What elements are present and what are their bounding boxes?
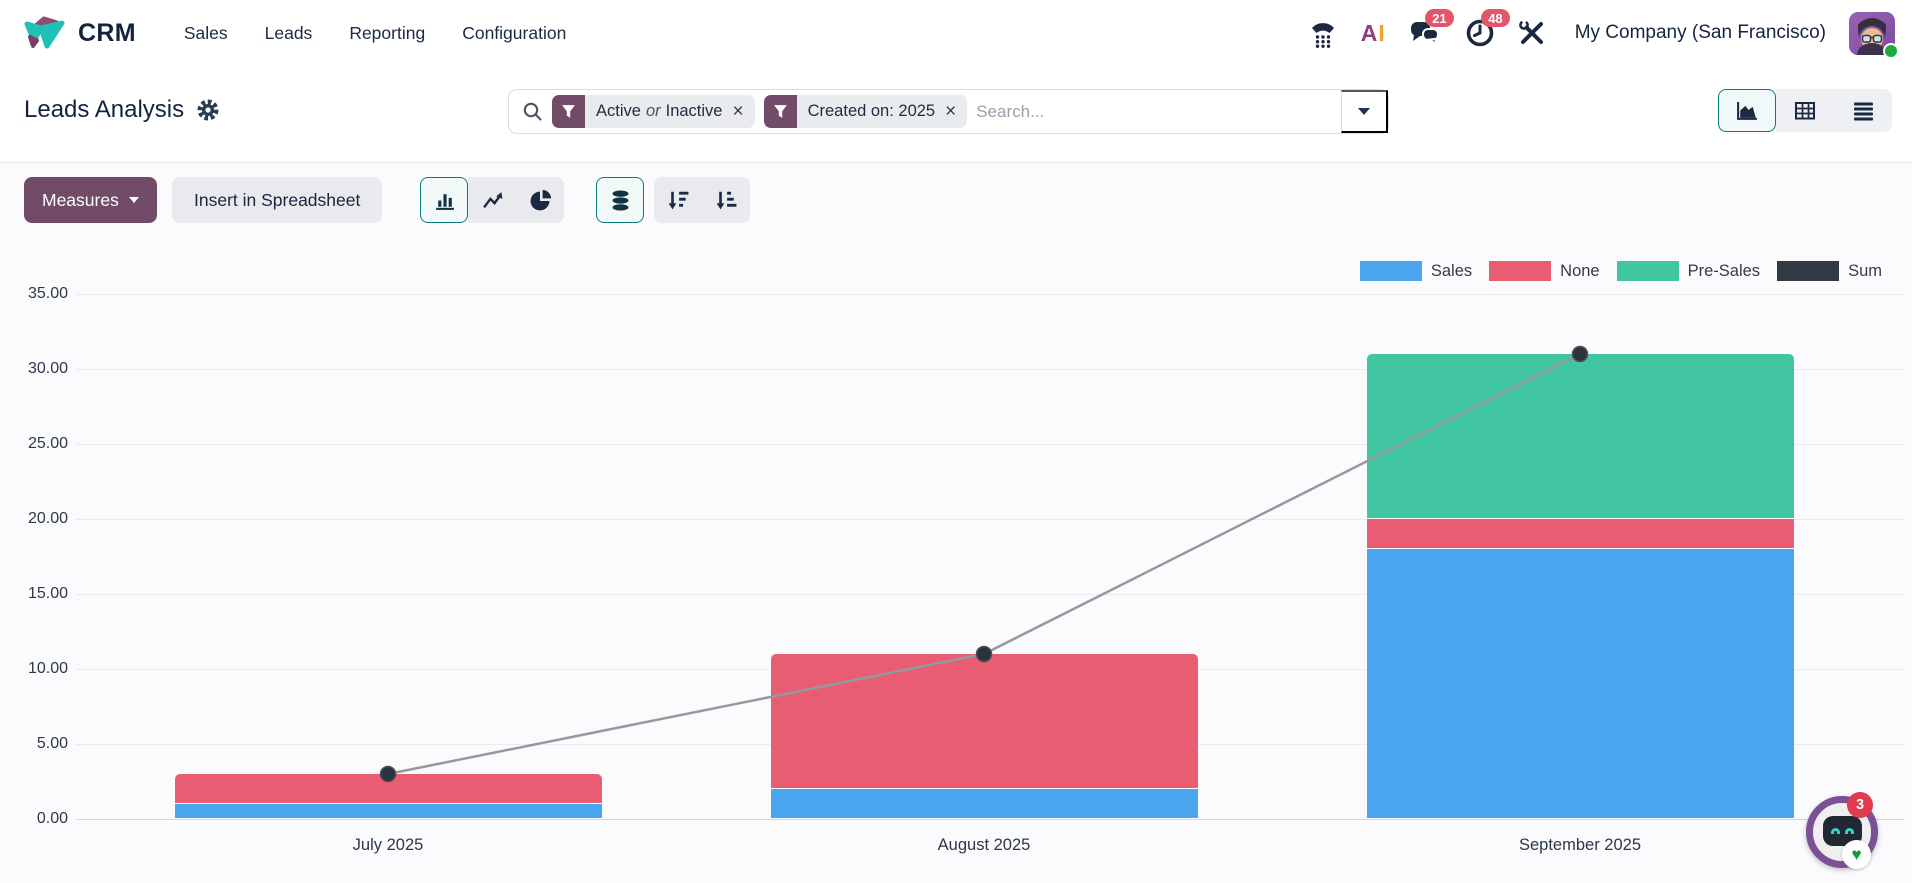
activities-count-badge: 48 — [1480, 9, 1511, 27]
app-brand[interactable]: CRM — [22, 14, 136, 52]
sort-asc-icon — [716, 191, 737, 210]
sort-descending-button[interactable] — [654, 177, 702, 223]
bar-chart-icon — [435, 193, 454, 210]
app-name: CRM — [78, 18, 136, 47]
sort-ascending-button[interactable] — [702, 177, 750, 223]
heart-icon: ♥ — [1842, 840, 1871, 869]
remove-filter-icon[interactable]: × — [945, 101, 957, 122]
legend-item-none[interactable]: None — [1489, 261, 1600, 281]
filter-icon — [763, 95, 797, 128]
caret-down-icon — [128, 197, 139, 203]
chart-legend: Sales None Pre-Sales Sum — [1359, 261, 1882, 281]
odoo-logo-icon — [24, 16, 65, 49]
line-chart-button[interactable] — [468, 177, 516, 223]
activities-icon[interactable]: 48 — [1465, 9, 1511, 48]
stacked-toggle-button[interactable] — [596, 177, 644, 223]
stacked-icon — [612, 189, 628, 211]
legend-label: Pre-Sales — [1687, 261, 1761, 280]
menu-reporting[interactable]: Reporting — [349, 22, 426, 43]
bar-segment-pre-sales[interactable] — [1366, 354, 1794, 518]
search-icon — [522, 101, 543, 122]
avatar[interactable] — [1849, 11, 1899, 59]
phone-icon[interactable] — [1308, 18, 1338, 48]
menu-leads[interactable]: Leads — [264, 22, 313, 43]
sort-desc-icon — [668, 191, 689, 210]
filter-icon — [552, 95, 585, 128]
filter-chip-created-on-2025[interactable]: Created on: 2025 × — [763, 95, 968, 128]
view-graph-button[interactable] — [1718, 89, 1776, 132]
legend-item-pre-sales[interactable]: Pre-Sales — [1616, 261, 1761, 281]
search-options-toggle[interactable] — [1341, 90, 1388, 133]
menu-sales[interactable]: Sales — [183, 22, 228, 43]
view-switcher — [1718, 89, 1892, 132]
gear-icon[interactable] — [197, 99, 219, 121]
company-switcher[interactable]: My Company (San Francisco) — [1574, 22, 1826, 43]
remove-filter-icon[interactable]: × — [732, 101, 744, 122]
view-list-button[interactable] — [1834, 89, 1892, 132]
measures-button[interactable]: Measures — [24, 177, 157, 223]
view-pivot-button[interactable] — [1776, 89, 1834, 132]
legend-label: Sum — [1848, 261, 1882, 280]
pie-chart-icon — [530, 189, 551, 210]
legend-label: Sales — [1430, 261, 1473, 280]
insert-in-spreadsheet-button[interactable]: Insert in Spreadsheet — [172, 177, 383, 223]
bar-segment-none[interactable] — [174, 774, 602, 803]
bar-segment-none[interactable] — [770, 654, 1198, 788]
legend-swatch — [1489, 261, 1552, 281]
bar-segment-sales[interactable] — [174, 804, 602, 818]
legend-swatch — [1359, 261, 1422, 281]
pivot-view-icon — [1795, 102, 1815, 120]
legend-swatch — [1777, 261, 1840, 281]
chatbot-unread-badge: 3 — [1847, 792, 1873, 818]
top-nav: CRM Sales Leads Reporting Configuration — [0, 0, 1912, 66]
legend-label: None — [1560, 261, 1600, 280]
legend-swatch — [1616, 261, 1679, 281]
page-title: Leads Analysis — [24, 96, 185, 123]
legend-item-sales[interactable]: Sales — [1359, 261, 1473, 281]
bar-segment-sales[interactable] — [770, 789, 1198, 818]
bar-chart-button[interactable] — [420, 177, 468, 223]
filter-chip-label: Active or Inactive — [596, 102, 723, 120]
search-input[interactable] — [976, 101, 1341, 122]
graph-view-icon — [1736, 102, 1757, 120]
control-panel: Leads Analysis — [0, 66, 1912, 163]
bar-segment-sales[interactable] — [1366, 549, 1794, 818]
main-menu: Sales Leads Reporting Configuration — [184, 23, 566, 44]
filter-chip-label: Created on: 2025 — [807, 102, 936, 120]
pie-chart-button[interactable] — [516, 177, 564, 223]
messages-count-badge: 21 — [1424, 9, 1455, 27]
tools-icon[interactable] — [1518, 19, 1546, 47]
legend-item-sum[interactable]: Sum — [1777, 261, 1882, 281]
caret-down-icon — [1358, 108, 1370, 115]
online-status-dot — [1883, 42, 1899, 59]
messages-icon[interactable]: 21 — [1409, 9, 1455, 48]
list-view-icon — [1853, 102, 1873, 121]
bar-segment-none[interactable] — [1366, 519, 1794, 548]
filter-chip-active-or-inactive[interactable]: Active or Inactive × — [552, 95, 755, 128]
search-bar: Active or Inactive × Created on: 2025 × — [508, 89, 1389, 134]
line-chart-icon — [482, 191, 502, 208]
menu-configuration[interactable]: Configuration — [462, 22, 567, 43]
